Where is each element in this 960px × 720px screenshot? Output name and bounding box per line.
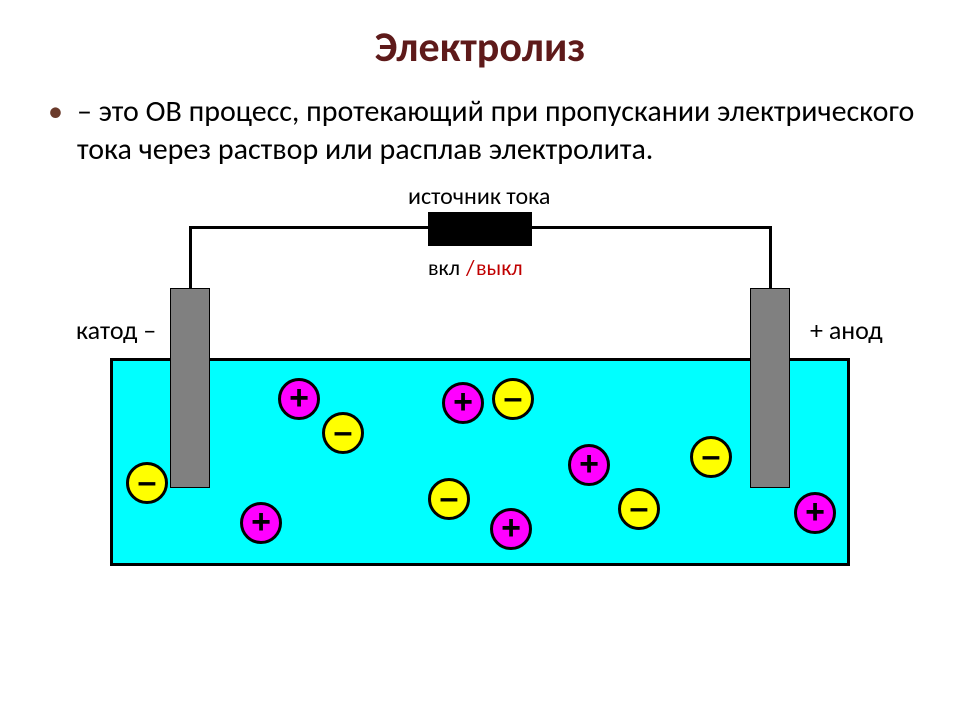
definition-bullet: • – это ОВ процесс, протекающий при проп… xyxy=(0,91,960,170)
bullet-dot-icon: • xyxy=(48,97,63,127)
cation-icon: + xyxy=(442,382,484,424)
anion-icon: – xyxy=(690,436,732,478)
electrolyte-tank xyxy=(110,358,850,566)
wire-right xyxy=(769,226,772,288)
anion-icon: – xyxy=(428,478,470,520)
cation-icon: + xyxy=(490,508,532,550)
power-source-icon xyxy=(428,212,532,246)
electrolysis-diagram: –++–+––++––+источник токавкл/выклкатод –… xyxy=(70,182,890,602)
cathode-electrode xyxy=(170,288,210,488)
switch-on-label: вкл xyxy=(428,254,460,281)
cation-icon: + xyxy=(240,502,282,544)
cation-icon: + xyxy=(794,492,836,534)
anode-label: + анод xyxy=(810,314,883,346)
switch-slash: / xyxy=(466,254,475,281)
switch-off-label: выкл xyxy=(476,254,523,281)
anion-icon: – xyxy=(322,412,364,454)
wire-left xyxy=(189,226,192,288)
anion-icon: – xyxy=(492,378,534,420)
cation-icon: + xyxy=(278,378,320,420)
anode-electrode xyxy=(750,288,790,488)
page-title: Электролиз xyxy=(0,22,960,73)
cation-icon: + xyxy=(568,444,610,486)
slide: Электролиз • – это ОВ процесс, протекающ… xyxy=(0,0,960,720)
power-source-label: источник тока xyxy=(408,182,550,211)
anion-icon: – xyxy=(618,488,660,530)
cathode-label: катод – xyxy=(76,314,156,346)
anion-icon: – xyxy=(126,462,168,504)
definition-text: – это ОВ процесс, протекающий при пропус… xyxy=(77,91,924,170)
